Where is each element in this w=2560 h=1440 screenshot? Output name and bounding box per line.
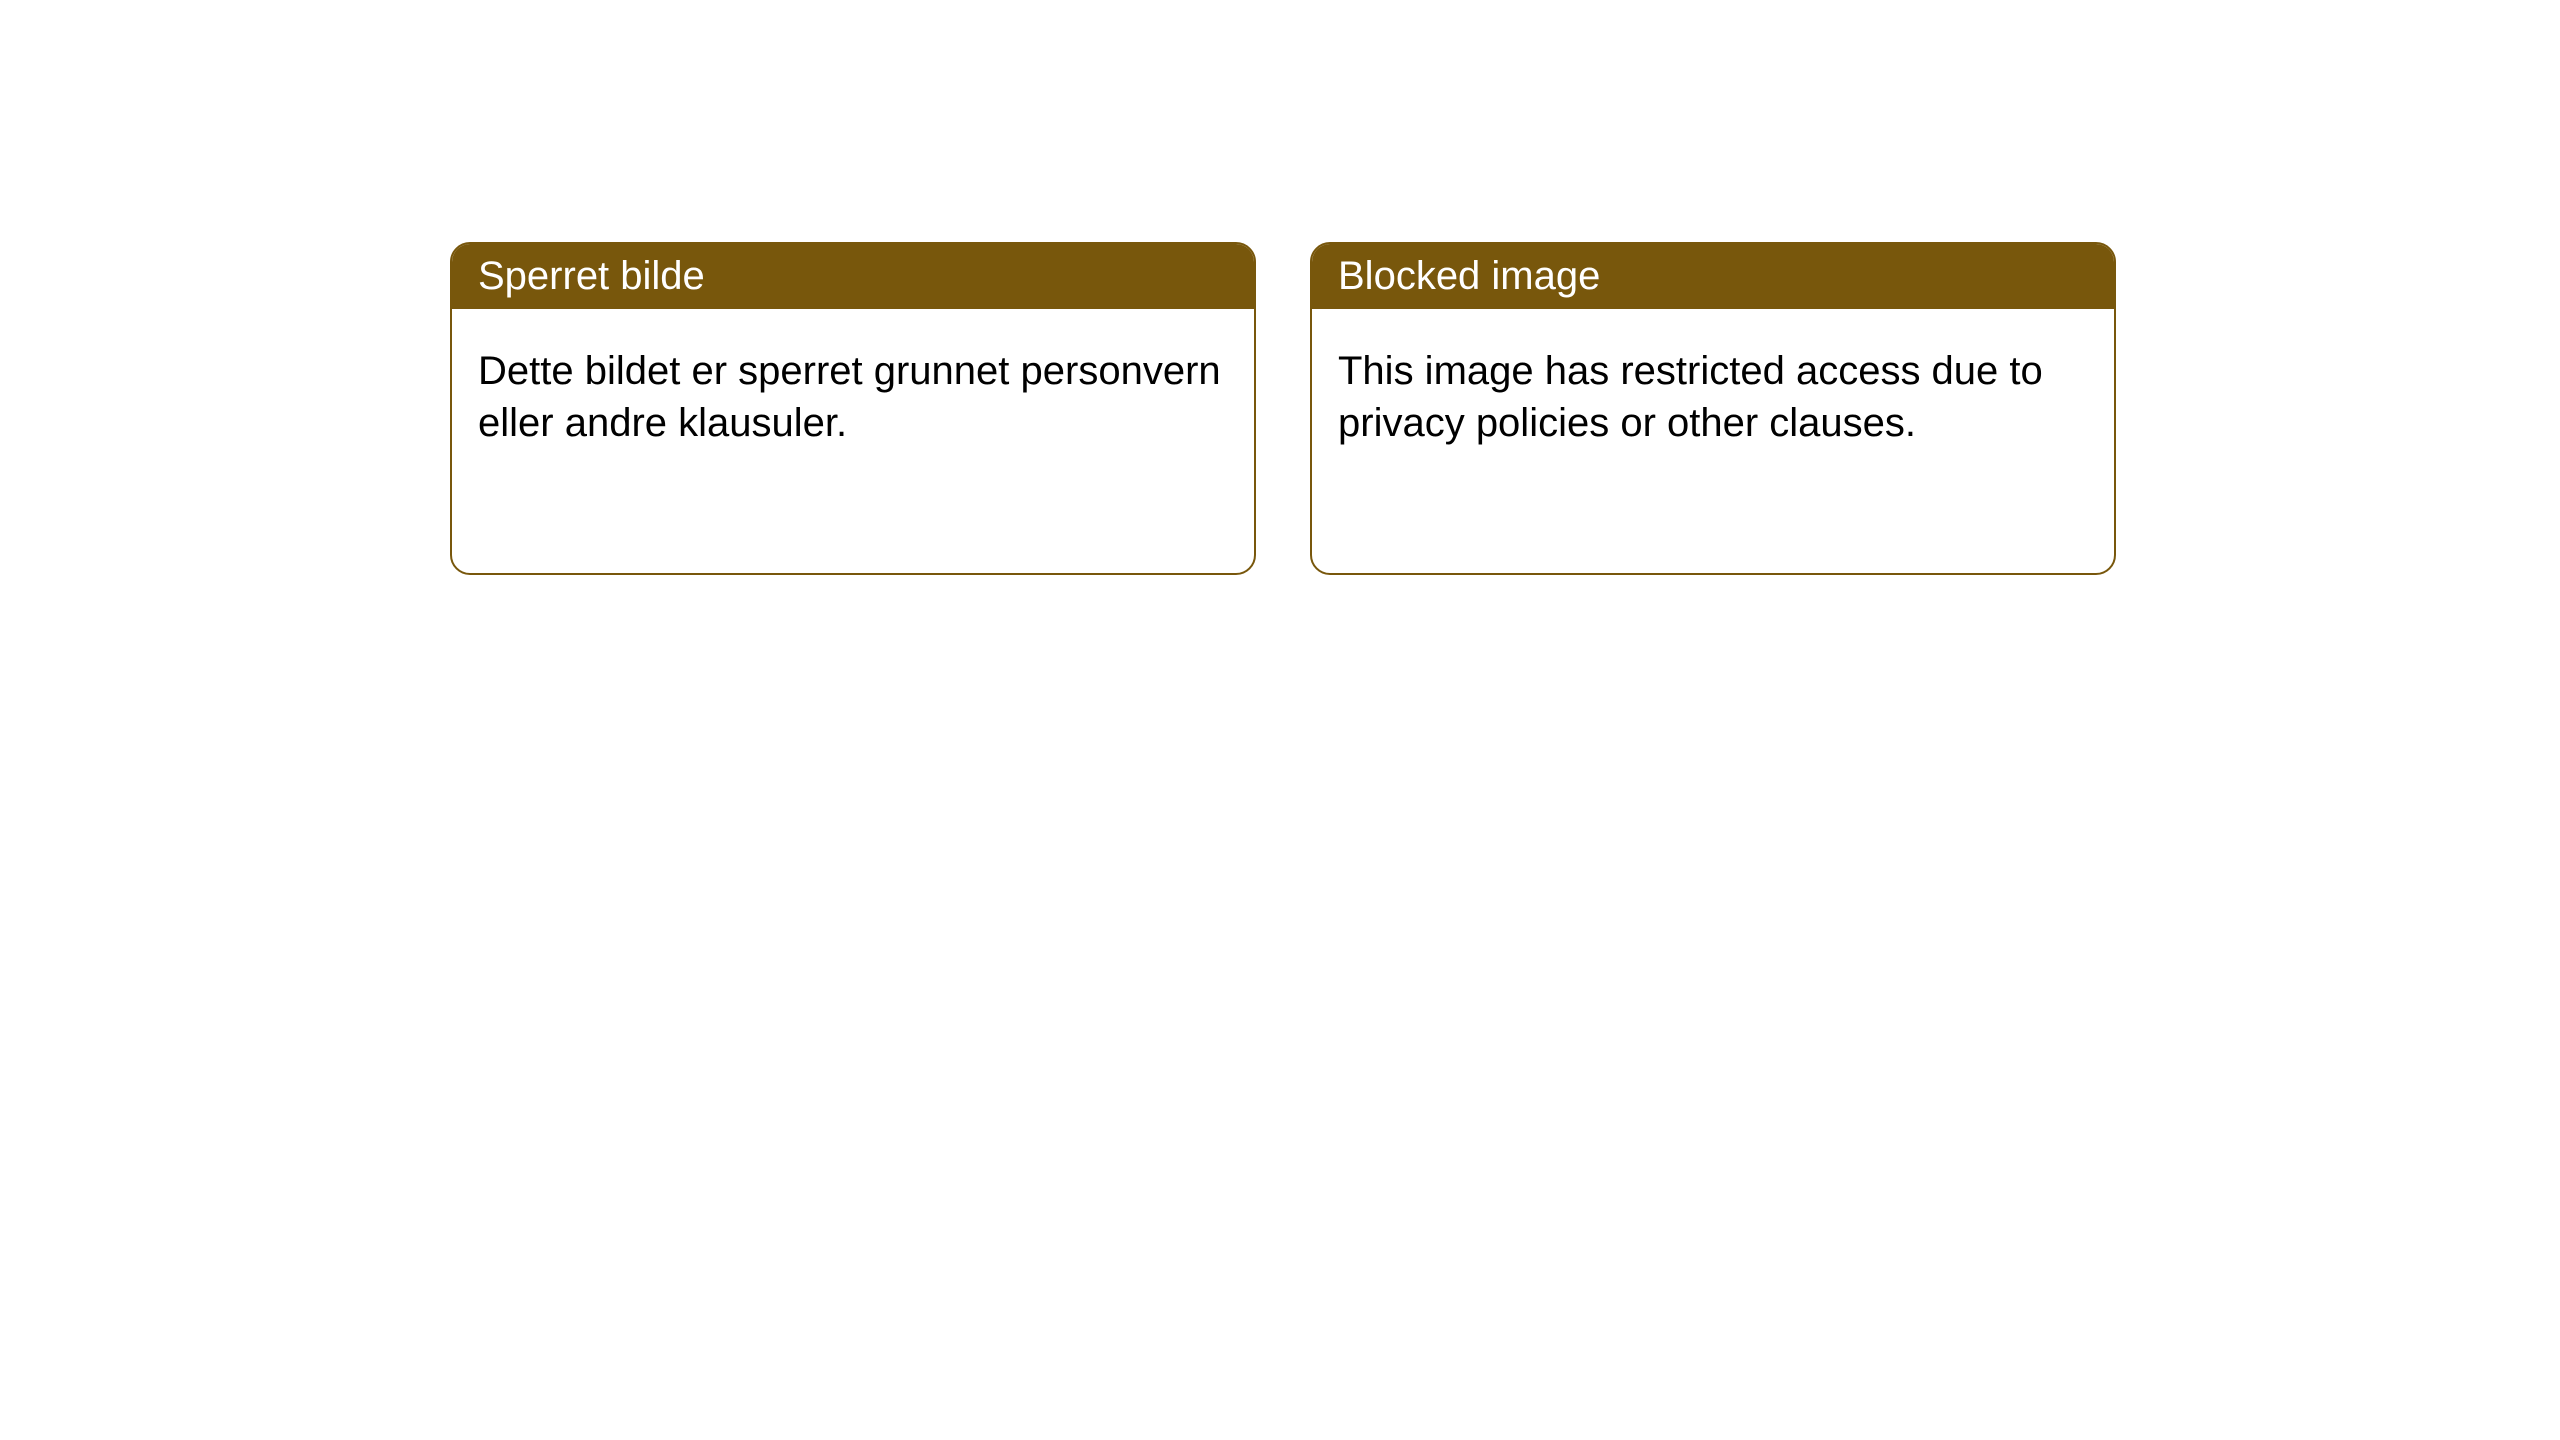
notice-body-english: This image has restricted access due to … [1312, 309, 2114, 485]
notice-title-english: Blocked image [1338, 254, 1600, 298]
notice-body-norwegian: Dette bildet er sperret grunnet personve… [452, 309, 1254, 485]
notice-container: Sperret bilde Dette bildet er sperret gr… [450, 242, 2116, 575]
notice-card-norwegian: Sperret bilde Dette bildet er sperret gr… [450, 242, 1256, 575]
notice-header-norwegian: Sperret bilde [452, 244, 1254, 309]
notice-title-norwegian: Sperret bilde [478, 254, 705, 298]
notice-card-english: Blocked image This image has restricted … [1310, 242, 2116, 575]
notice-text-english: This image has restricted access due to … [1338, 349, 2043, 445]
notice-header-english: Blocked image [1312, 244, 2114, 309]
notice-text-norwegian: Dette bildet er sperret grunnet personve… [478, 349, 1221, 445]
